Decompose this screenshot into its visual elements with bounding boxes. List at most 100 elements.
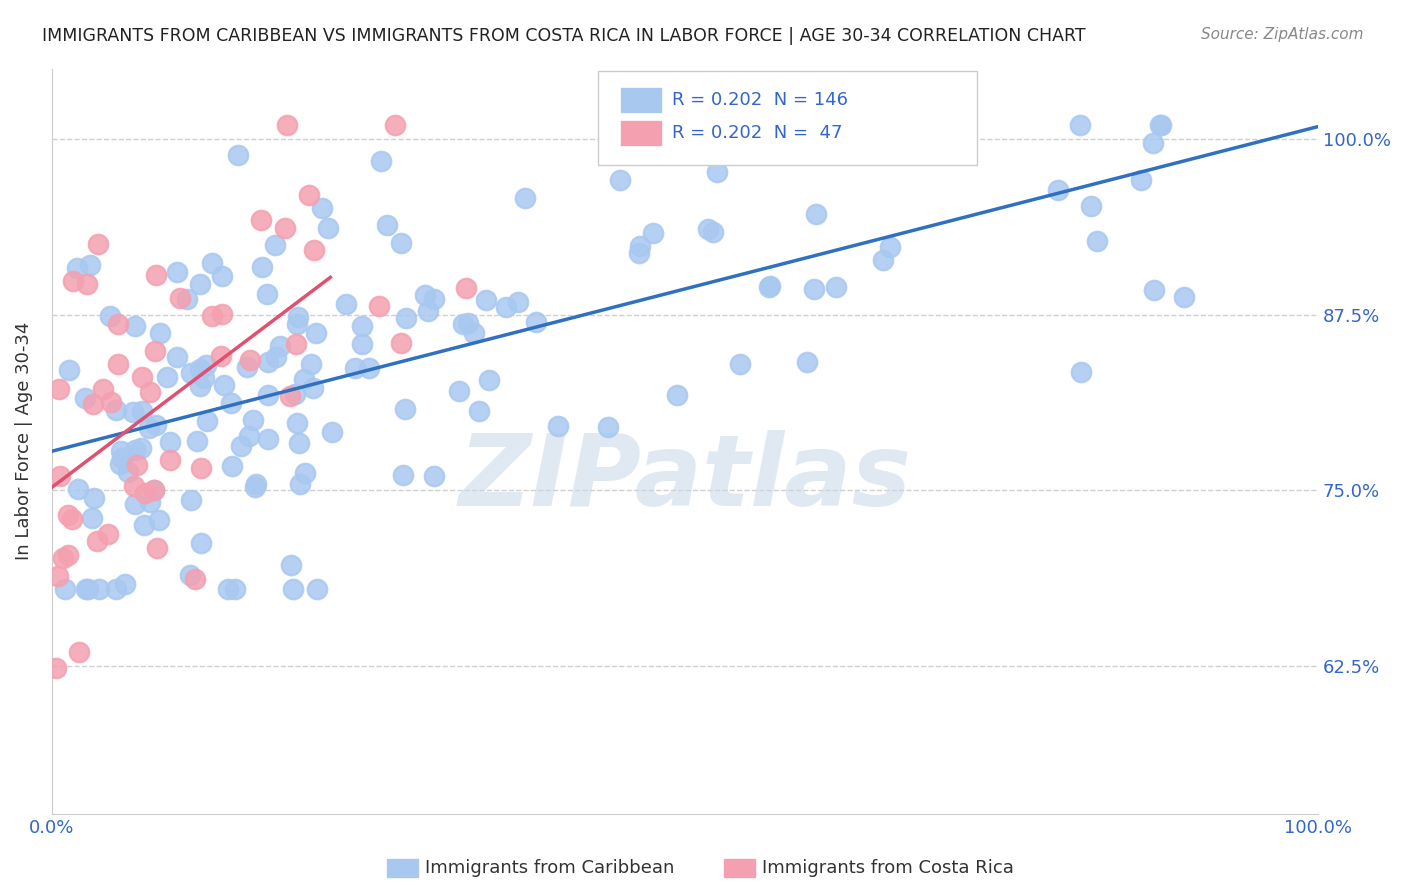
Point [131,370,153,384]
Point [87,237,110,252]
Point [139,384,162,399]
Point [524,315,547,329]
Point [280,558,302,572]
Point [796,355,818,369]
Point [86,533,108,548]
Point [138,421,160,435]
Point [395,310,418,325]
Point [318,221,340,235]
Point [264,350,287,364]
Point [149,326,172,340]
Point [56,548,79,562]
Point [449,384,471,398]
Text: R = 0.202  N = 146: R = 0.202 N = 146 [672,91,848,109]
Point [114,577,136,591]
Point [66,483,89,497]
Point [357,360,380,375]
Point [45,661,67,675]
Text: Immigrants from Costa Rica: Immigrants from Costa Rica [762,859,1014,877]
Point [759,278,782,293]
Y-axis label: In Labor Force | Age 30-34: In Labor Force | Age 30-34 [15,322,32,560]
Text: R = 0.202  N =  47: R = 0.202 N = 47 [672,124,842,142]
Point [352,319,374,334]
Point [188,277,211,291]
Point [301,381,323,395]
Point [292,372,315,386]
Point [284,336,307,351]
Point [287,436,309,450]
Point [226,148,249,162]
Point [124,442,146,457]
Point [706,165,728,179]
Point [91,382,114,396]
Point [287,417,309,431]
Point [169,291,191,305]
Point [335,296,357,310]
Point [80,511,103,525]
Point [394,402,416,417]
Point [75,391,97,405]
Point [67,645,90,659]
Point [643,226,665,240]
Point [124,479,146,493]
Point [110,457,132,471]
Point [389,235,412,250]
Point [58,362,80,376]
Text: IMMIGRANTS FROM CARIBBEAN VS IMMIGRANTS FROM COSTA RICA IN LABOR FORCE | AGE 30-: IMMIGRANTS FROM CARIBBEAN VS IMMIGRANTS … [42,27,1085,45]
Point [104,582,127,596]
Point [142,483,165,497]
Point [56,508,79,522]
Point [159,435,181,450]
Point [52,550,75,565]
Point [184,572,207,586]
Point [264,238,287,252]
Point [287,317,309,331]
Point [211,269,233,284]
Point [370,154,392,169]
Point [190,460,212,475]
Point [107,357,129,371]
Point [46,569,69,583]
Point [214,378,236,392]
Point [1080,199,1102,213]
Point [143,483,166,497]
Point [257,388,280,402]
Point [250,212,273,227]
Point [98,309,121,323]
Point [274,220,297,235]
Point [391,467,413,482]
Point [209,349,232,363]
Point [138,494,160,508]
Point [1085,234,1108,248]
Point [1130,173,1153,187]
Point [389,336,412,351]
Text: Source: ZipAtlas.com: Source: ZipAtlas.com [1201,27,1364,42]
Point [416,303,439,318]
Point [463,326,485,340]
Point [879,240,901,254]
Point [1047,183,1070,197]
Point [107,317,129,331]
Point [666,388,689,402]
Point [1070,366,1092,380]
Text: Immigrants from Caribbean: Immigrants from Caribbean [425,859,673,877]
Point [188,362,211,376]
Point [468,404,491,418]
Point [1143,283,1166,297]
Point [922,118,945,132]
Point [49,468,72,483]
Point [288,477,311,491]
Point [111,450,134,465]
Point [193,371,215,385]
Point [702,225,724,239]
Point [245,477,267,491]
Point [75,582,97,596]
Point [321,425,343,439]
Text: ZIPatlas: ZIPatlas [458,430,911,527]
Point [195,413,218,427]
Point [637,142,659,156]
Point [143,343,166,358]
Point [547,419,569,434]
Point [269,339,291,353]
Point [257,354,280,368]
